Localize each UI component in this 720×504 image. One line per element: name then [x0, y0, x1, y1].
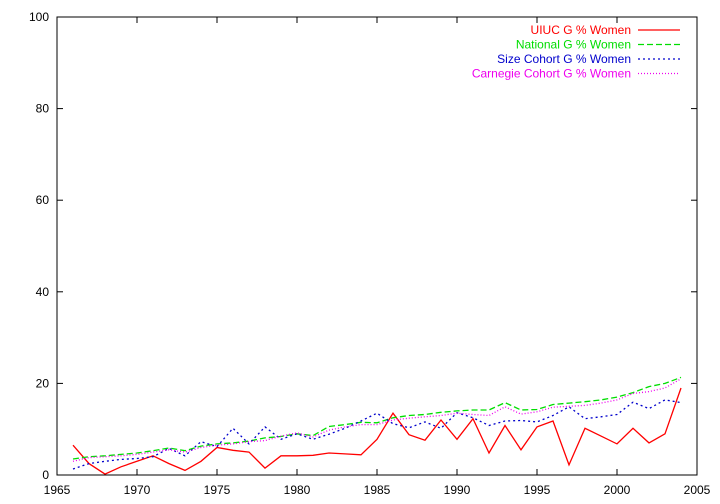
plot-area: [72, 376, 682, 475]
x-tick-label: 2000: [604, 483, 631, 497]
x-tick-label: 1975: [204, 483, 231, 497]
legend-label-2: National G % Women: [516, 38, 631, 52]
legend-label-1: UIUC G % Women: [531, 23, 631, 37]
x-tick-label: 1970: [124, 483, 151, 497]
legend-label-3: Size Cohort G % Women: [497, 52, 631, 66]
x-tick-label: 1965: [44, 483, 71, 497]
y-tick-label: 80: [36, 102, 50, 116]
x-tick-label: 2005: [684, 483, 711, 497]
y-tick-label: 40: [36, 285, 50, 299]
x-tick-label: 1985: [364, 483, 391, 497]
x-tick-label: 1980: [284, 483, 311, 497]
y-tick-label: 60: [36, 193, 50, 207]
x-tick-label: 1990: [444, 483, 471, 497]
axes: 0 20 40 60 80 100 1965 1970 1975 1980 1985 1990 1995…: [29, 10, 711, 497]
x-tick-label: 1995: [524, 483, 551, 497]
y-tick-label: 0: [42, 468, 49, 482]
series-line-1: [72, 387, 682, 475]
series-line-4: [72, 378, 682, 462]
y-tick-label: 100: [29, 10, 49, 24]
y-tick-label: 20: [36, 376, 50, 390]
series-line-2: [72, 376, 682, 460]
legend-label-4: Carnegie Cohort G % Women: [472, 67, 631, 81]
